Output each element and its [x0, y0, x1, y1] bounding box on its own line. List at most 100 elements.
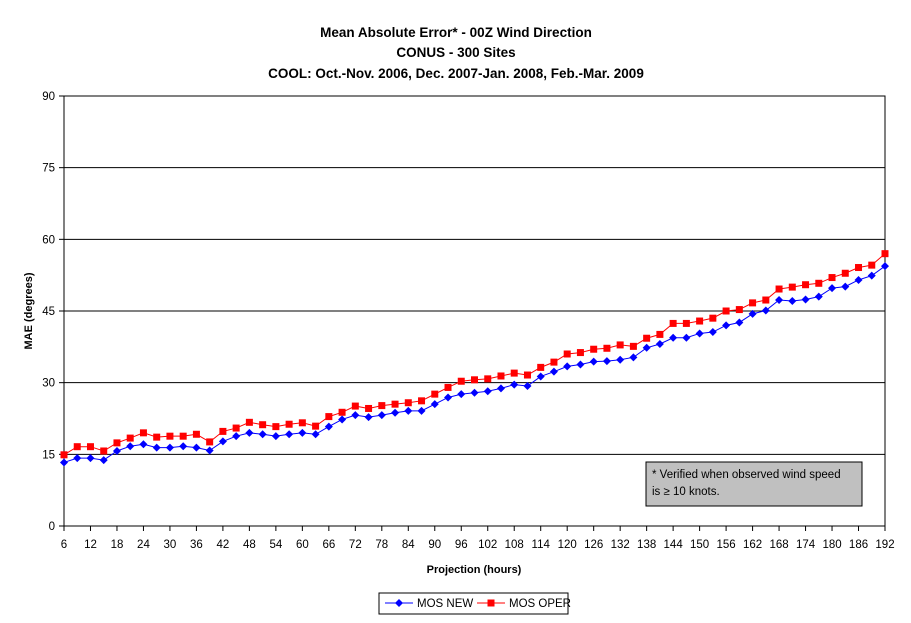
x-tick-label: 132 [611, 539, 630, 551]
data-point-mos-new [841, 282, 850, 291]
data-point-mos-oper [153, 433, 161, 441]
x-tick-label: 54 [269, 539, 282, 551]
data-point-mos-new [881, 262, 889, 271]
x-tick-label: 108 [505, 539, 524, 551]
data-point-mos-new [112, 446, 121, 455]
data-point-mos-new [73, 454, 82, 463]
data-point-mos-new [775, 296, 784, 305]
data-point-mos-oper [391, 400, 399, 408]
x-tick-label: 102 [478, 539, 497, 551]
data-point-mos-oper [722, 307, 730, 315]
x-tick-label: 60 [296, 539, 309, 551]
data-point-mos-new [602, 357, 611, 366]
data-point-mos-new [549, 367, 558, 376]
data-point-mos-new [60, 458, 68, 467]
data-point-mos-new [483, 387, 492, 396]
data-point-mos-oper [550, 358, 558, 366]
data-point-mos-oper [788, 283, 796, 291]
x-axis-label: Projection (hours) [427, 564, 522, 576]
data-point-mos-oper [656, 330, 664, 338]
data-point-mos-oper [523, 371, 531, 379]
data-point-mos-oper [351, 402, 359, 410]
data-point-mos-oper [404, 399, 412, 407]
data-point-mos-oper [457, 377, 465, 385]
data-point-mos-new [232, 432, 241, 441]
legend-label: MOS NEW [417, 598, 473, 610]
data-point-mos-oper [775, 285, 783, 293]
data-point-mos-new [152, 443, 161, 452]
data-point-mos-oper [86, 443, 94, 451]
x-tick-label: 84 [402, 539, 415, 551]
data-point-mos-new [99, 456, 108, 465]
data-point-mos-new [179, 442, 188, 451]
data-point-mos-new [523, 382, 532, 391]
data-point-mos-new [258, 430, 267, 439]
data-point-mos-new [364, 413, 373, 422]
y-tick-label: 90 [42, 91, 55, 103]
legend-marker [395, 599, 403, 607]
data-point-mos-new [139, 440, 148, 449]
data-point-mos-oper [590, 345, 598, 353]
data-point-mos-oper [537, 363, 545, 371]
data-point-mos-new [86, 454, 95, 463]
x-tick-label: 30 [164, 539, 177, 551]
data-point-mos-new [854, 275, 863, 284]
data-point-mos-oper [868, 261, 876, 269]
data-point-mos-new [192, 443, 201, 452]
data-point-mos-new [470, 388, 479, 397]
data-point-mos-oper [312, 422, 320, 430]
data-point-mos-oper [696, 317, 704, 325]
data-point-mos-new [338, 415, 347, 424]
data-point-mos-new [444, 393, 453, 402]
data-point-mos-new [536, 372, 545, 381]
chart-subtitle-2: COOL: Oct.-Nov. 2006, Dec. 2007-Jan. 200… [268, 66, 644, 81]
note-line-2: is ≥ 10 knots. [652, 486, 720, 498]
data-point-mos-new [722, 321, 731, 330]
y-axis-ticks: 0 15 30 45 60 75 90 [42, 91, 64, 533]
data-point-mos-new [682, 333, 691, 342]
data-point-mos-new [298, 428, 307, 437]
y-tick-label: 75 [42, 163, 55, 175]
data-point-mos-oper [841, 269, 849, 277]
data-point-mos-oper [471, 376, 478, 384]
data-point-mos-new [271, 432, 280, 441]
data-point-mos-oper [735, 306, 743, 314]
data-point-mos-oper [881, 250, 889, 258]
x-tick-label: 96 [455, 539, 468, 551]
x-tick-label: 6 [61, 539, 67, 551]
data-point-mos-new [867, 271, 876, 280]
legend-item-mos-new: MOS NEW [385, 598, 473, 610]
data-point-mos-oper [563, 350, 571, 358]
data-point-mos-new [761, 306, 770, 315]
x-tick-label: 144 [664, 539, 684, 551]
series-group [60, 250, 889, 467]
note-box: * Verified when observed wind speed is ≥… [645, 461, 863, 507]
data-point-mos-oper [298, 419, 306, 427]
data-point-mos-new [695, 329, 704, 338]
data-point-mos-new [629, 353, 638, 362]
x-tick-label: 66 [322, 539, 335, 551]
data-point-mos-new [457, 390, 466, 399]
y-axis-label: MAE (degrees) [23, 272, 35, 349]
data-point-mos-oper [444, 383, 452, 391]
data-point-mos-new [510, 380, 519, 389]
data-point-mos-new [576, 360, 585, 369]
y-tick-label: 15 [42, 449, 55, 461]
data-point-mos-oper [139, 429, 147, 437]
data-point-mos-oper [285, 420, 293, 428]
data-point-mos-oper [497, 372, 505, 380]
data-point-mos-oper [325, 413, 333, 421]
data-point-mos-oper [259, 421, 267, 429]
legend-label: MOS OPER [509, 598, 571, 610]
legend-marker [487, 599, 495, 607]
data-point-mos-oper [484, 375, 492, 383]
data-point-mos-oper [855, 264, 863, 272]
data-point-mos-oper [219, 427, 227, 435]
x-tick-label: 174 [796, 539, 816, 551]
data-point-mos-oper [378, 402, 386, 410]
data-point-mos-oper [166, 432, 174, 440]
note-line-1: * Verified when observed wind speed [652, 469, 841, 481]
data-point-mos-oper [643, 334, 651, 342]
x-tick-label: 12 [84, 539, 97, 551]
